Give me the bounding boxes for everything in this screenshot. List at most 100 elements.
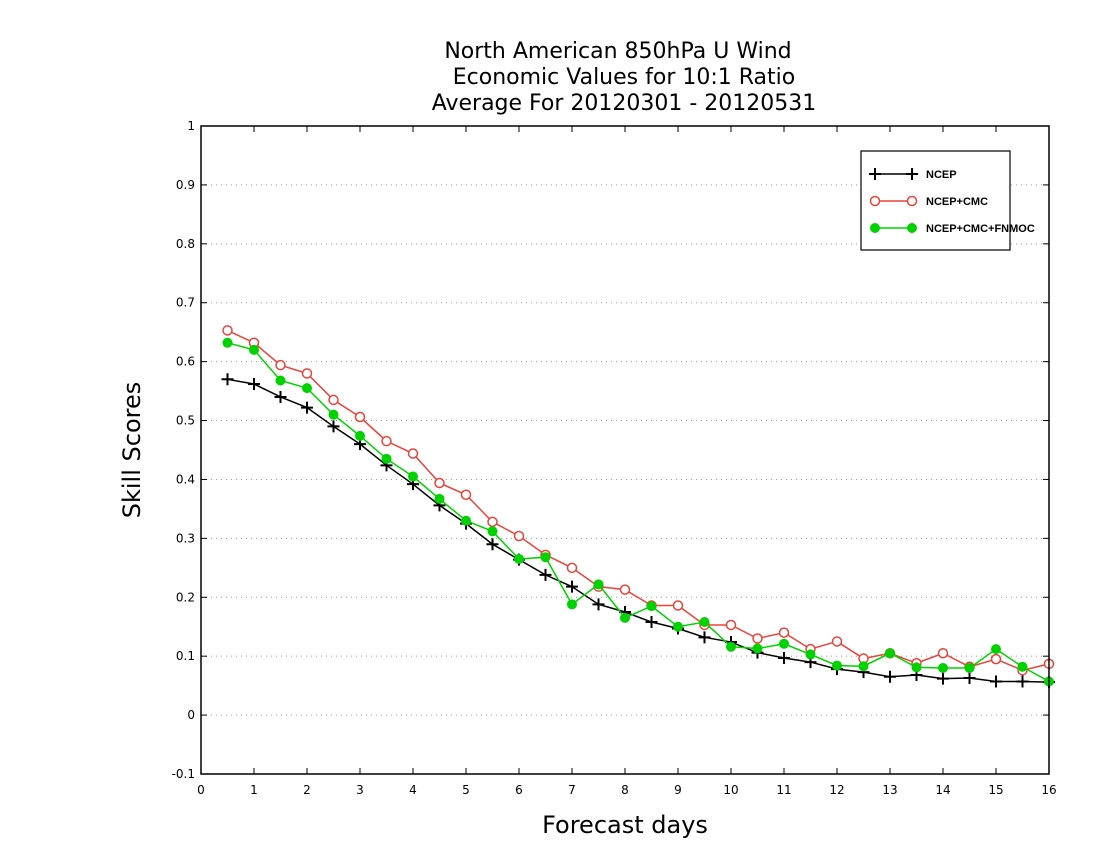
- x-tick-label: 14: [935, 783, 950, 797]
- series-ncep-cmc-fnmoc-point: [832, 660, 842, 671]
- series-ncep-cmc-fnmoc-point: [222, 337, 233, 348]
- x-tick-label: 13: [882, 783, 897, 797]
- legend-ncep-cmc-fnmoc-label: NCEP+CMC+FNMOC: [926, 223, 1035, 235]
- legend-ncep-label: NCEP: [926, 169, 957, 181]
- x-tick-label: 4: [409, 783, 417, 797]
- series-ncep-cmc-fnmoc-point: [408, 471, 418, 482]
- series-ncep-point: [937, 672, 949, 685]
- y-tick-label: 0.5: [176, 414, 195, 428]
- series-ncep-cmc-fnmoc-point: [752, 643, 763, 654]
- x-tick-label: 15: [988, 783, 1003, 797]
- series-ncep-cmc-point: [990, 653, 1002, 665]
- y-tick-label: 0: [187, 708, 195, 722]
- x-tick-label: 9: [674, 783, 682, 797]
- series-ncep-cmc-point: [275, 359, 286, 371]
- series-ncep-cmc-point: [328, 394, 339, 406]
- x-tick-label: 8: [621, 783, 629, 797]
- series-ncep-cmc-point: [487, 516, 498, 528]
- series-ncep-point: [990, 675, 1002, 688]
- y-tick-label: 0.1: [176, 649, 195, 663]
- series-ncep-cmc-fnmoc-point: [249, 344, 259, 355]
- legend-ncep-cmc-point: [906, 195, 918, 207]
- series-ncep-line: [227, 378, 1050, 683]
- series-ncep-cmc-fnmoc-point: [275, 375, 286, 386]
- series-ncep-cmc-fnmoc-point: [514, 553, 524, 564]
- x-tick-label: 16: [1041, 783, 1056, 797]
- y-tick-label: 1: [187, 119, 195, 133]
- x-tick-label: 10: [723, 783, 738, 797]
- series-ncep-cmc-fnmoc-point: [726, 641, 736, 652]
- grid: [201, 184, 1049, 716]
- series-ncep-cmc: [222, 325, 1055, 676]
- series-ncep-cmc-line: [227, 329, 1050, 672]
- x-tick-label: 5: [462, 783, 470, 797]
- y-tick-label: 0.9: [176, 178, 195, 192]
- series-ncep-cmc-fnmoc-point: [328, 409, 339, 420]
- series-ncep-cmc-point: [619, 584, 631, 595]
- series-ncep-point: [221, 373, 234, 386]
- legend-ncep-point: [869, 168, 881, 180]
- series-ncep-point: [1016, 675, 1029, 688]
- series-ncep-point: [884, 670, 896, 683]
- series-ncep-cmc-fnmoc-line: [227, 342, 1050, 683]
- series-ncep-cmc-point: [354, 411, 366, 423]
- chart-title: North American 850hPa U Wind Economic Va…: [432, 39, 817, 116]
- y-tick-label: 0.2: [176, 590, 195, 604]
- x-tick-label: 11: [776, 783, 791, 797]
- x-tick-label: 6: [515, 783, 523, 797]
- y-tick-label: -0.1: [172, 767, 195, 781]
- series-ncep-cmc-point: [752, 633, 763, 644]
- series-ncep-cmc-point: [725, 619, 737, 631]
- series-ncep-cmc-fnmoc-point: [381, 453, 392, 464]
- series-ncep-point: [248, 378, 260, 391]
- series-ncep-cmc-point: [381, 435, 392, 447]
- series-ncep-cmc-point: [301, 368, 313, 379]
- series-ncep-cmc-fnmoc-point: [620, 612, 630, 623]
- series-ncep-cmc-fnmoc-point: [964, 662, 975, 673]
- title-line-3: Average For 20120301 - 20120531: [432, 91, 817, 116]
- y-tick-label: 0.6: [176, 355, 195, 369]
- series-ncep-cmc-point: [672, 600, 684, 611]
- series-ncep-cmc-fnmoc-point: [858, 661, 869, 672]
- series-ncep-cmc-fnmoc-point: [1017, 661, 1028, 672]
- legend-ncep-point: [906, 168, 918, 180]
- series-ncep-point: [539, 568, 552, 581]
- series-ncep-cmc-point: [407, 448, 419, 459]
- series-ncep-point: [778, 651, 790, 664]
- series-ncep-cmc-fnmoc-point: [540, 552, 551, 563]
- legend: NCEP NCEP+CMC NCEP+CMC+FNMOC: [860, 150, 1035, 251]
- series-ncep-cmc-fnmoc-point: [567, 599, 577, 610]
- x-tick-label: 0: [197, 783, 205, 797]
- x-tick-label: 12: [829, 783, 844, 797]
- series-ncep-cmc-fnmoc-point: [487, 526, 498, 537]
- series-ncep-point: [592, 598, 605, 611]
- title-line-1: North American 850hPa U Wind: [444, 39, 791, 64]
- y-axis-label: Skill Scores: [118, 382, 146, 519]
- series-ncep-cmc-fnmoc-point: [593, 579, 604, 590]
- series-ncep-point: [645, 616, 658, 629]
- y-tick-label: 0.7: [176, 296, 195, 310]
- series-ncep-cmc-fnmoc-point: [302, 383, 312, 394]
- title-line-2: Economic Values for 10:1 Ratio: [453, 65, 795, 90]
- series-ncep-cmc-point: [778, 627, 790, 638]
- series-ncep-cmc-point: [434, 477, 445, 489]
- series-ncep-point: [486, 538, 499, 551]
- series-ncep-point: [274, 390, 287, 403]
- axes: -0.100.10.20.30.40.50.60.70.80.910 1 2 3 4 5 6…: [172, 119, 1057, 797]
- y-tick-label: 0.8: [176, 237, 195, 251]
- x-axis-label: Forecast days: [542, 811, 708, 839]
- series-ncep-cmc-point: [513, 530, 525, 542]
- series-ncep-cmc-fnmoc-point: [461, 515, 471, 526]
- series-ncep-cmc-point: [222, 325, 233, 336]
- series-ncep-cmc-point: [566, 562, 578, 574]
- legend-ncep-cmc-label: NCEP+CMC: [926, 196, 988, 208]
- series-ncep-cmc-fnmoc-point: [646, 601, 657, 612]
- series-ncep-cmc-point: [937, 647, 949, 659]
- series-ncep-cmc-fnmoc-point: [805, 649, 816, 660]
- series-ncep-cmc-fnmoc-point: [355, 430, 365, 441]
- series-layer: [221, 325, 1055, 689]
- series-ncep-cmc-fnmoc-point: [885, 648, 895, 659]
- series-ncep-cmc-fnmoc-point: [673, 621, 683, 632]
- x-tick-label: 2: [303, 783, 311, 797]
